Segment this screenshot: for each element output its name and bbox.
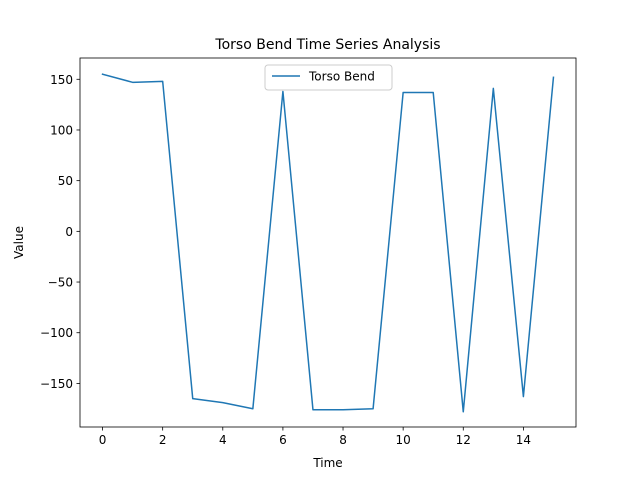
x-axis-label: Time <box>312 456 342 470</box>
series-line-torso-bend <box>101 73 555 413</box>
y-tick-label: 50 <box>58 174 73 188</box>
x-tick-label: 14 <box>516 433 531 447</box>
x-tick-label: 10 <box>396 433 411 447</box>
x-tick-label: 4 <box>219 433 227 447</box>
plot-frame <box>79 57 577 428</box>
y-tick-label: 150 <box>50 73 73 87</box>
x-tick-label: 8 <box>339 433 347 447</box>
x-tick-label: 6 <box>279 433 287 447</box>
x-axis: 0 2 4 6 8 10 12 14 <box>99 427 531 447</box>
y-tick-label: −150 <box>40 377 73 391</box>
legend: Torso Bend <box>264 64 393 91</box>
y-axis-label: Value <box>12 226 26 259</box>
y-tick-label: −100 <box>40 326 73 340</box>
legend-box <box>264 64 393 91</box>
y-tick-label: 100 <box>50 123 73 137</box>
series-layer <box>101 73 555 413</box>
x-tick-label: 12 <box>456 433 471 447</box>
y-tick-label: −50 <box>48 276 73 290</box>
x-tick-label: 0 <box>99 433 107 447</box>
plot-area: 0 2 4 6 8 10 12 14 −150 −100 −50 0 50 100 150 <box>40 57 577 447</box>
y-axis: −150 −100 −50 0 50 100 150 <box>40 73 80 391</box>
x-tick-label: 2 <box>159 433 167 447</box>
chart-title: Torso Bend Time Series Analysis <box>214 37 440 53</box>
y-tick-label: 0 <box>65 225 73 239</box>
legend-label: Torso Bend <box>308 70 375 84</box>
